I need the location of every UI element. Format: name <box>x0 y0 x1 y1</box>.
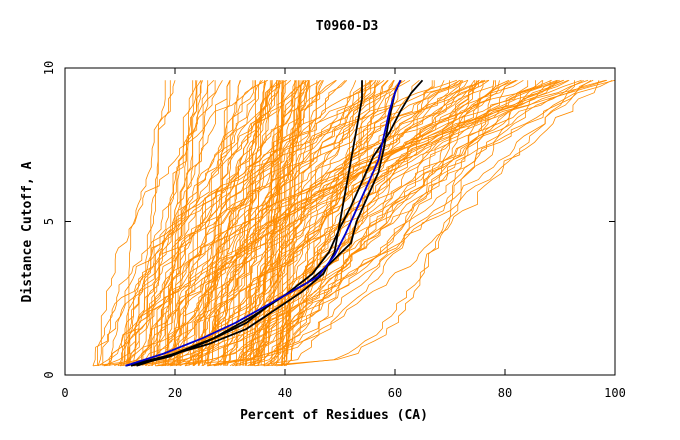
background-curve <box>240 80 273 366</box>
background-curve <box>197 80 310 366</box>
background-curve <box>273 80 306 366</box>
background-curve <box>152 79 558 366</box>
y-tick-label: 5 <box>42 218 56 225</box>
background-curve <box>133 80 496 367</box>
background-curve <box>193 80 324 366</box>
background-curve <box>164 80 297 367</box>
background-curve <box>102 79 458 366</box>
background-curve <box>284 80 318 367</box>
chart-title: T0960-D3 <box>316 19 379 34</box>
background-curve <box>223 79 385 366</box>
background-curve <box>227 79 480 366</box>
background-curve <box>234 80 403 367</box>
background-curve <box>285 80 388 367</box>
background-curve <box>254 80 323 366</box>
background-curve <box>134 80 600 367</box>
highlight-curves <box>125 79 424 367</box>
background-curve <box>281 79 490 367</box>
background-curve <box>97 80 395 367</box>
background-curve <box>108 80 478 366</box>
background-curve <box>198 80 231 366</box>
background-curve <box>276 80 500 367</box>
background-curve <box>207 80 575 367</box>
x-tick-label: 20 <box>168 386 182 400</box>
background-curve <box>192 80 395 367</box>
background-curve <box>250 80 479 366</box>
background-curve <box>103 80 194 367</box>
x-tick-label: 0 <box>61 386 68 400</box>
background-curve <box>137 80 357 367</box>
background-curve <box>136 79 524 366</box>
background-curve <box>106 79 606 367</box>
background-curve <box>232 80 433 367</box>
background-curve <box>283 79 592 366</box>
background-curve <box>156 80 435 367</box>
background-curve <box>235 80 267 366</box>
background-curve <box>193 80 389 366</box>
background-curve <box>123 79 288 366</box>
background-curve <box>263 80 484 367</box>
background-curve <box>155 80 476 367</box>
x-axis: 0 20 40 60 80 100 <box>61 68 626 400</box>
background-curve <box>257 79 584 367</box>
background-curve <box>161 79 594 367</box>
background-curve <box>126 79 510 367</box>
background-curve <box>209 80 242 366</box>
background-curve <box>252 80 284 367</box>
highlight-curve-3 <box>136 79 424 367</box>
background-curve <box>202 80 231 366</box>
y-tick-label: 10 <box>42 61 56 75</box>
background-curve <box>173 80 202 366</box>
background-curve <box>167 80 401 367</box>
background-curve <box>207 80 241 366</box>
background-curve <box>202 79 486 367</box>
background-curve <box>176 79 373 366</box>
background-curve <box>117 79 489 366</box>
background-curve <box>159 80 381 366</box>
background-curve <box>274 80 304 367</box>
x-tick-label: 40 <box>278 386 292 400</box>
y-axis-label: Distance Cutoff, A <box>20 161 35 302</box>
background-curve <box>128 80 176 366</box>
background-curve <box>271 80 544 367</box>
background-curve <box>167 80 261 366</box>
background-curve <box>179 79 608 366</box>
background-curve <box>97 80 254 366</box>
background-curves <box>92 79 616 367</box>
background-curve <box>154 80 305 366</box>
background-curve <box>142 80 171 366</box>
y-tick-label: 0 <box>42 371 56 378</box>
background-curve <box>229 80 278 367</box>
y-axis: 0 5 10 <box>42 61 615 379</box>
background-curve <box>163 80 203 366</box>
background-curve <box>171 80 202 366</box>
background-curve <box>253 79 461 366</box>
background-curve <box>177 80 273 366</box>
background-curve <box>122 80 215 366</box>
background-curve <box>179 80 310 367</box>
background-curve <box>193 80 279 367</box>
x-tick-label: 80 <box>498 386 512 400</box>
x-axis-label: Percent of Residues (CA) <box>240 408 428 423</box>
background-curve <box>127 79 268 366</box>
highlight-curve-4 <box>125 79 402 367</box>
background-curve <box>120 80 166 366</box>
background-curve <box>184 79 543 367</box>
background-curve <box>117 80 198 367</box>
x-tick-label: 60 <box>388 386 402 400</box>
background-curve <box>217 80 282 366</box>
x-tick-label: 100 <box>604 386 626 400</box>
